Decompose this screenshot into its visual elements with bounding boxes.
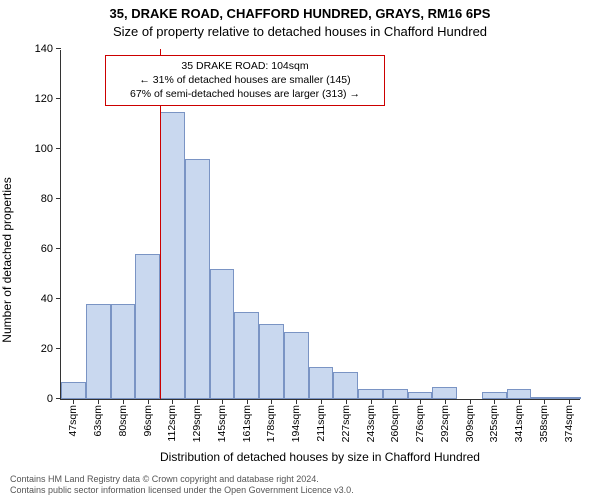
x-tick-label: 292sqm (439, 405, 451, 442)
x-tick-mark (445, 399, 446, 404)
histogram-bar (210, 269, 235, 399)
y-tick-label: 40 (23, 293, 61, 305)
histogram-bar (309, 367, 334, 400)
y-tick-mark (56, 98, 61, 99)
x-tick-label: 112sqm (166, 405, 178, 442)
x-tick-label: 47sqm (67, 405, 79, 437)
x-tick-mark (197, 399, 198, 404)
histogram-bar (358, 389, 383, 399)
footer-line2: Contains public sector information licen… (10, 485, 590, 496)
y-tick-mark (56, 298, 61, 299)
x-tick-label: 276sqm (414, 405, 426, 442)
x-tick-mark (321, 399, 322, 404)
histogram-bar (333, 372, 358, 400)
histogram-bar (185, 159, 210, 399)
x-tick-mark (420, 399, 421, 404)
histogram-bar (111, 304, 136, 399)
x-axis-label: Distribution of detached houses by size … (60, 450, 580, 464)
histogram-bar (284, 332, 309, 400)
chart-title-address: 35, DRAKE ROAD, CHAFFORD HUNDRED, GRAYS,… (0, 6, 600, 21)
footer: Contains HM Land Registry data © Crown c… (10, 474, 590, 497)
y-tick-mark (56, 198, 61, 199)
x-tick-label: 80sqm (117, 405, 129, 437)
histogram-bar (259, 324, 284, 399)
info-box: 35 DRAKE ROAD: 104sqm ← 31% of detached … (105, 55, 385, 106)
x-tick-mark (569, 399, 570, 404)
x-tick-mark (222, 399, 223, 404)
x-tick-mark (346, 399, 347, 404)
info-box-line1: 35 DRAKE ROAD: 104sqm (112, 59, 378, 73)
x-tick-mark (271, 399, 272, 404)
chart-container: 35, DRAKE ROAD, CHAFFORD HUNDRED, GRAYS,… (0, 0, 600, 500)
x-tick-label: 309sqm (464, 405, 476, 442)
x-tick-mark (519, 399, 520, 404)
y-tick-label: 140 (23, 43, 61, 55)
x-tick-mark (470, 399, 471, 404)
x-tick-mark (371, 399, 372, 404)
histogram-bar (408, 392, 433, 400)
histogram-bar (432, 387, 457, 400)
x-tick-label: 243sqm (365, 405, 377, 442)
x-tick-label: 341sqm (513, 405, 525, 442)
y-tick-label: 20 (23, 343, 61, 355)
x-tick-mark (73, 399, 74, 404)
x-tick-mark (395, 399, 396, 404)
y-tick-label: 100 (23, 143, 61, 155)
x-tick-label: 129sqm (191, 405, 203, 442)
x-tick-label: 374sqm (563, 405, 575, 442)
x-tick-label: 178sqm (265, 405, 277, 442)
x-tick-mark (172, 399, 173, 404)
histogram-bar (135, 254, 160, 399)
y-tick-label: 80 (23, 193, 61, 205)
x-tick-label: 325sqm (488, 405, 500, 442)
x-tick-label: 358sqm (538, 405, 550, 442)
y-tick-label: 60 (23, 243, 61, 255)
y-tick-mark (56, 348, 61, 349)
histogram-bar (507, 389, 532, 399)
x-tick-mark (123, 399, 124, 404)
x-tick-label: 194sqm (290, 405, 302, 442)
x-tick-label: 161sqm (241, 405, 253, 442)
x-tick-mark (247, 399, 248, 404)
x-tick-label: 145sqm (216, 405, 228, 442)
x-tick-label: 96sqm (142, 405, 154, 437)
x-tick-mark (296, 399, 297, 404)
x-tick-mark (148, 399, 149, 404)
x-tick-mark (494, 399, 495, 404)
x-tick-mark (98, 399, 99, 404)
y-tick-label: 120 (23, 93, 61, 105)
histogram-bar (482, 392, 507, 400)
y-tick-mark (56, 248, 61, 249)
info-box-line3: 67% of semi-detached houses are larger (… (112, 87, 378, 101)
y-tick-label: 0 (23, 393, 61, 405)
histogram-bar (160, 112, 185, 400)
x-tick-label: 260sqm (389, 405, 401, 442)
y-axis-label: Number of detached properties (0, 70, 20, 450)
histogram-bar (86, 304, 111, 399)
chart-title-description: Size of property relative to detached ho… (0, 24, 600, 39)
histogram-bar (383, 389, 408, 399)
histogram-bar (61, 382, 86, 400)
x-tick-mark (544, 399, 545, 404)
x-tick-label: 63sqm (92, 405, 104, 437)
x-tick-label: 227sqm (340, 405, 352, 442)
y-tick-mark (56, 48, 61, 49)
y-tick-mark (56, 148, 61, 149)
info-box-line2: ← 31% of detached houses are smaller (14… (112, 73, 378, 87)
footer-line1: Contains HM Land Registry data © Crown c… (10, 474, 590, 485)
x-tick-label: 211sqm (315, 405, 327, 442)
histogram-bar (234, 312, 259, 400)
